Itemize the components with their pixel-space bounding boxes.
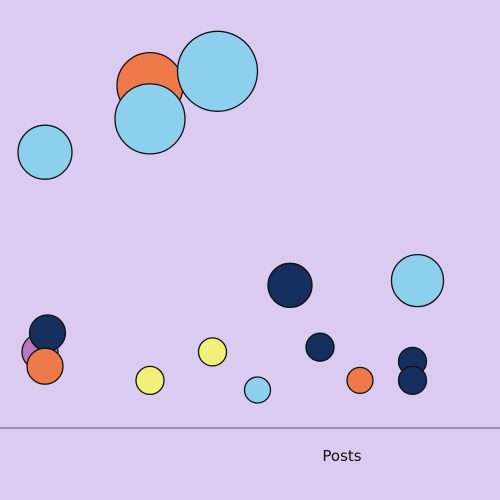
bubble-point-8 [135,365,165,396]
bubble-point-4 [17,124,73,180]
bubble-layer [17,30,445,404]
bubble-point-16 [397,365,428,396]
bubble-point-10 [243,376,272,404]
bubble-point-6 [114,83,186,155]
x-axis-label: Posts [322,447,361,465]
bubble-point-13 [346,366,374,395]
bubble-point-12 [305,332,335,362]
bubble-point-14 [390,253,445,308]
bubble-point-3 [26,347,64,385]
bubble-point-9 [197,337,228,367]
bubble-point-7 [176,30,259,112]
bubble-point-11 [267,262,313,308]
bubble-point-2 [28,314,67,352]
